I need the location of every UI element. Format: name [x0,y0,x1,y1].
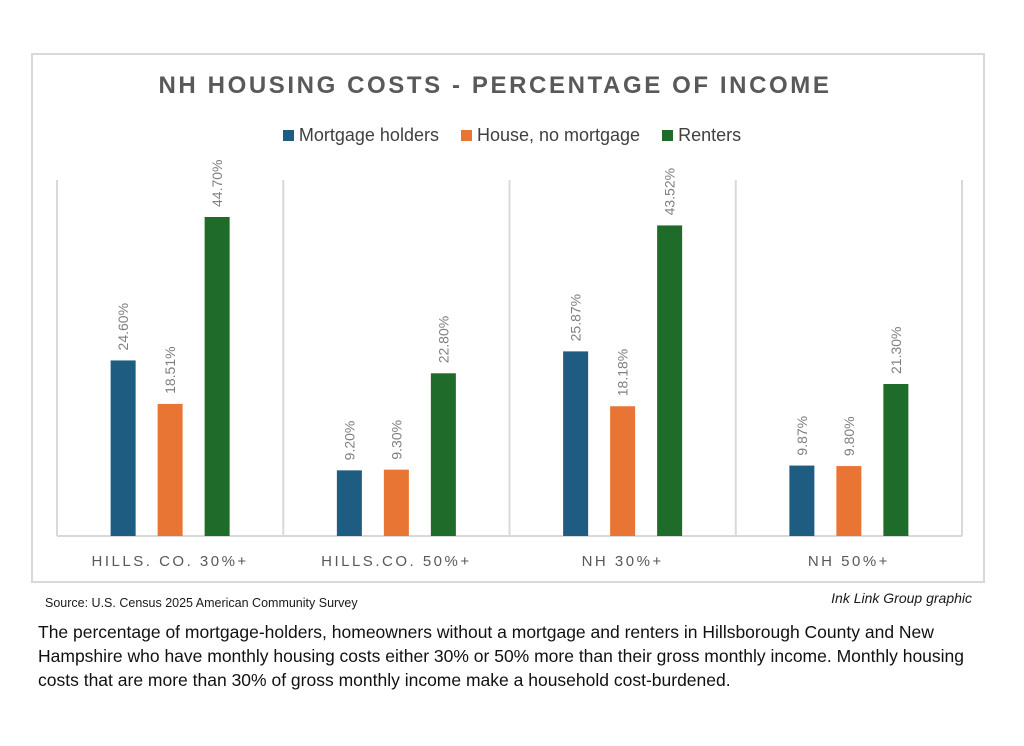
source-note: Source: U.S. Census 2025 American Commun… [45,596,358,610]
x-tick-label: NH 30%+ [582,553,664,570]
legend-label-house-no-mortgage: House, no mortgage [476,125,641,145]
graphic-credit: Ink Link Group graphic [831,590,972,606]
bar-house-no-mortgage [610,406,636,536]
chart-legend: Mortgage holders House, no mortgage Rent… [0,125,1024,146]
bar-mortgage-holders [563,351,589,536]
data-label-house-no-mortgage: 18.18% [615,349,631,396]
data-label-house-no-mortgage: 9.80% [841,416,857,456]
chart-caption: The percentage of mortgage-holders, home… [38,622,965,690]
bar-house-no-mortgage [836,466,862,536]
data-label-renters: 22.80% [435,316,451,363]
bar-mortgage-holders [336,470,362,536]
bar-renters [883,383,909,536]
legend-label-mortgage-holders: Mortgage holders [298,125,439,145]
chart-frame [31,53,985,583]
legend-swatch-house-no-mortgage [460,130,472,141]
legend-item-mortgage-holders: Mortgage holders [282,125,439,146]
data-label-house-no-mortgage: 18.51% [162,346,178,393]
x-tick-label: NH 50%+ [808,553,890,570]
bar-chart-plot: 24.60% 18.51% 44.70% HILLS. CO. 30%+ 9.20% 9.… [56,160,963,570]
bar-mortgage-holders [110,360,136,536]
data-label-renters: 21.30% [888,327,904,374]
legend-item-renters: Renters [662,125,741,146]
bar-renters [657,225,683,537]
x-tick-label: HILLS. CO. 30%+ [92,553,249,570]
chart-title: NH HOUSING COSTS - PERCENTAGE OF INCOME [158,72,832,99]
bar-renters [204,217,230,536]
legend-label-renters: Renters [678,125,742,145]
bar-house-no-mortgage [383,469,409,536]
data-label-mortgage-holders: 24.60% [115,303,131,350]
data-label-renters: 44.70% [209,160,225,207]
bar-house-no-mortgage [157,403,183,536]
bar-mortgage-holders [789,465,815,536]
data-label-mortgage-holders: 9.20% [341,421,357,461]
data-label-mortgage-holders: 9.87% [794,416,810,456]
data-label-house-no-mortgage: 9.30% [388,420,404,460]
x-tick-label: HILLS.CO. 50%+ [321,553,471,570]
legend-item-house-no-mortgage: House, no mortgage [460,125,641,146]
legend-swatch-renters [662,130,674,141]
data-label-mortgage-holders: 25.87% [568,294,584,341]
data-label-renters: 43.52% [662,168,678,215]
bar-renters [430,373,456,536]
legend-swatch-mortgage-holders [282,130,294,141]
